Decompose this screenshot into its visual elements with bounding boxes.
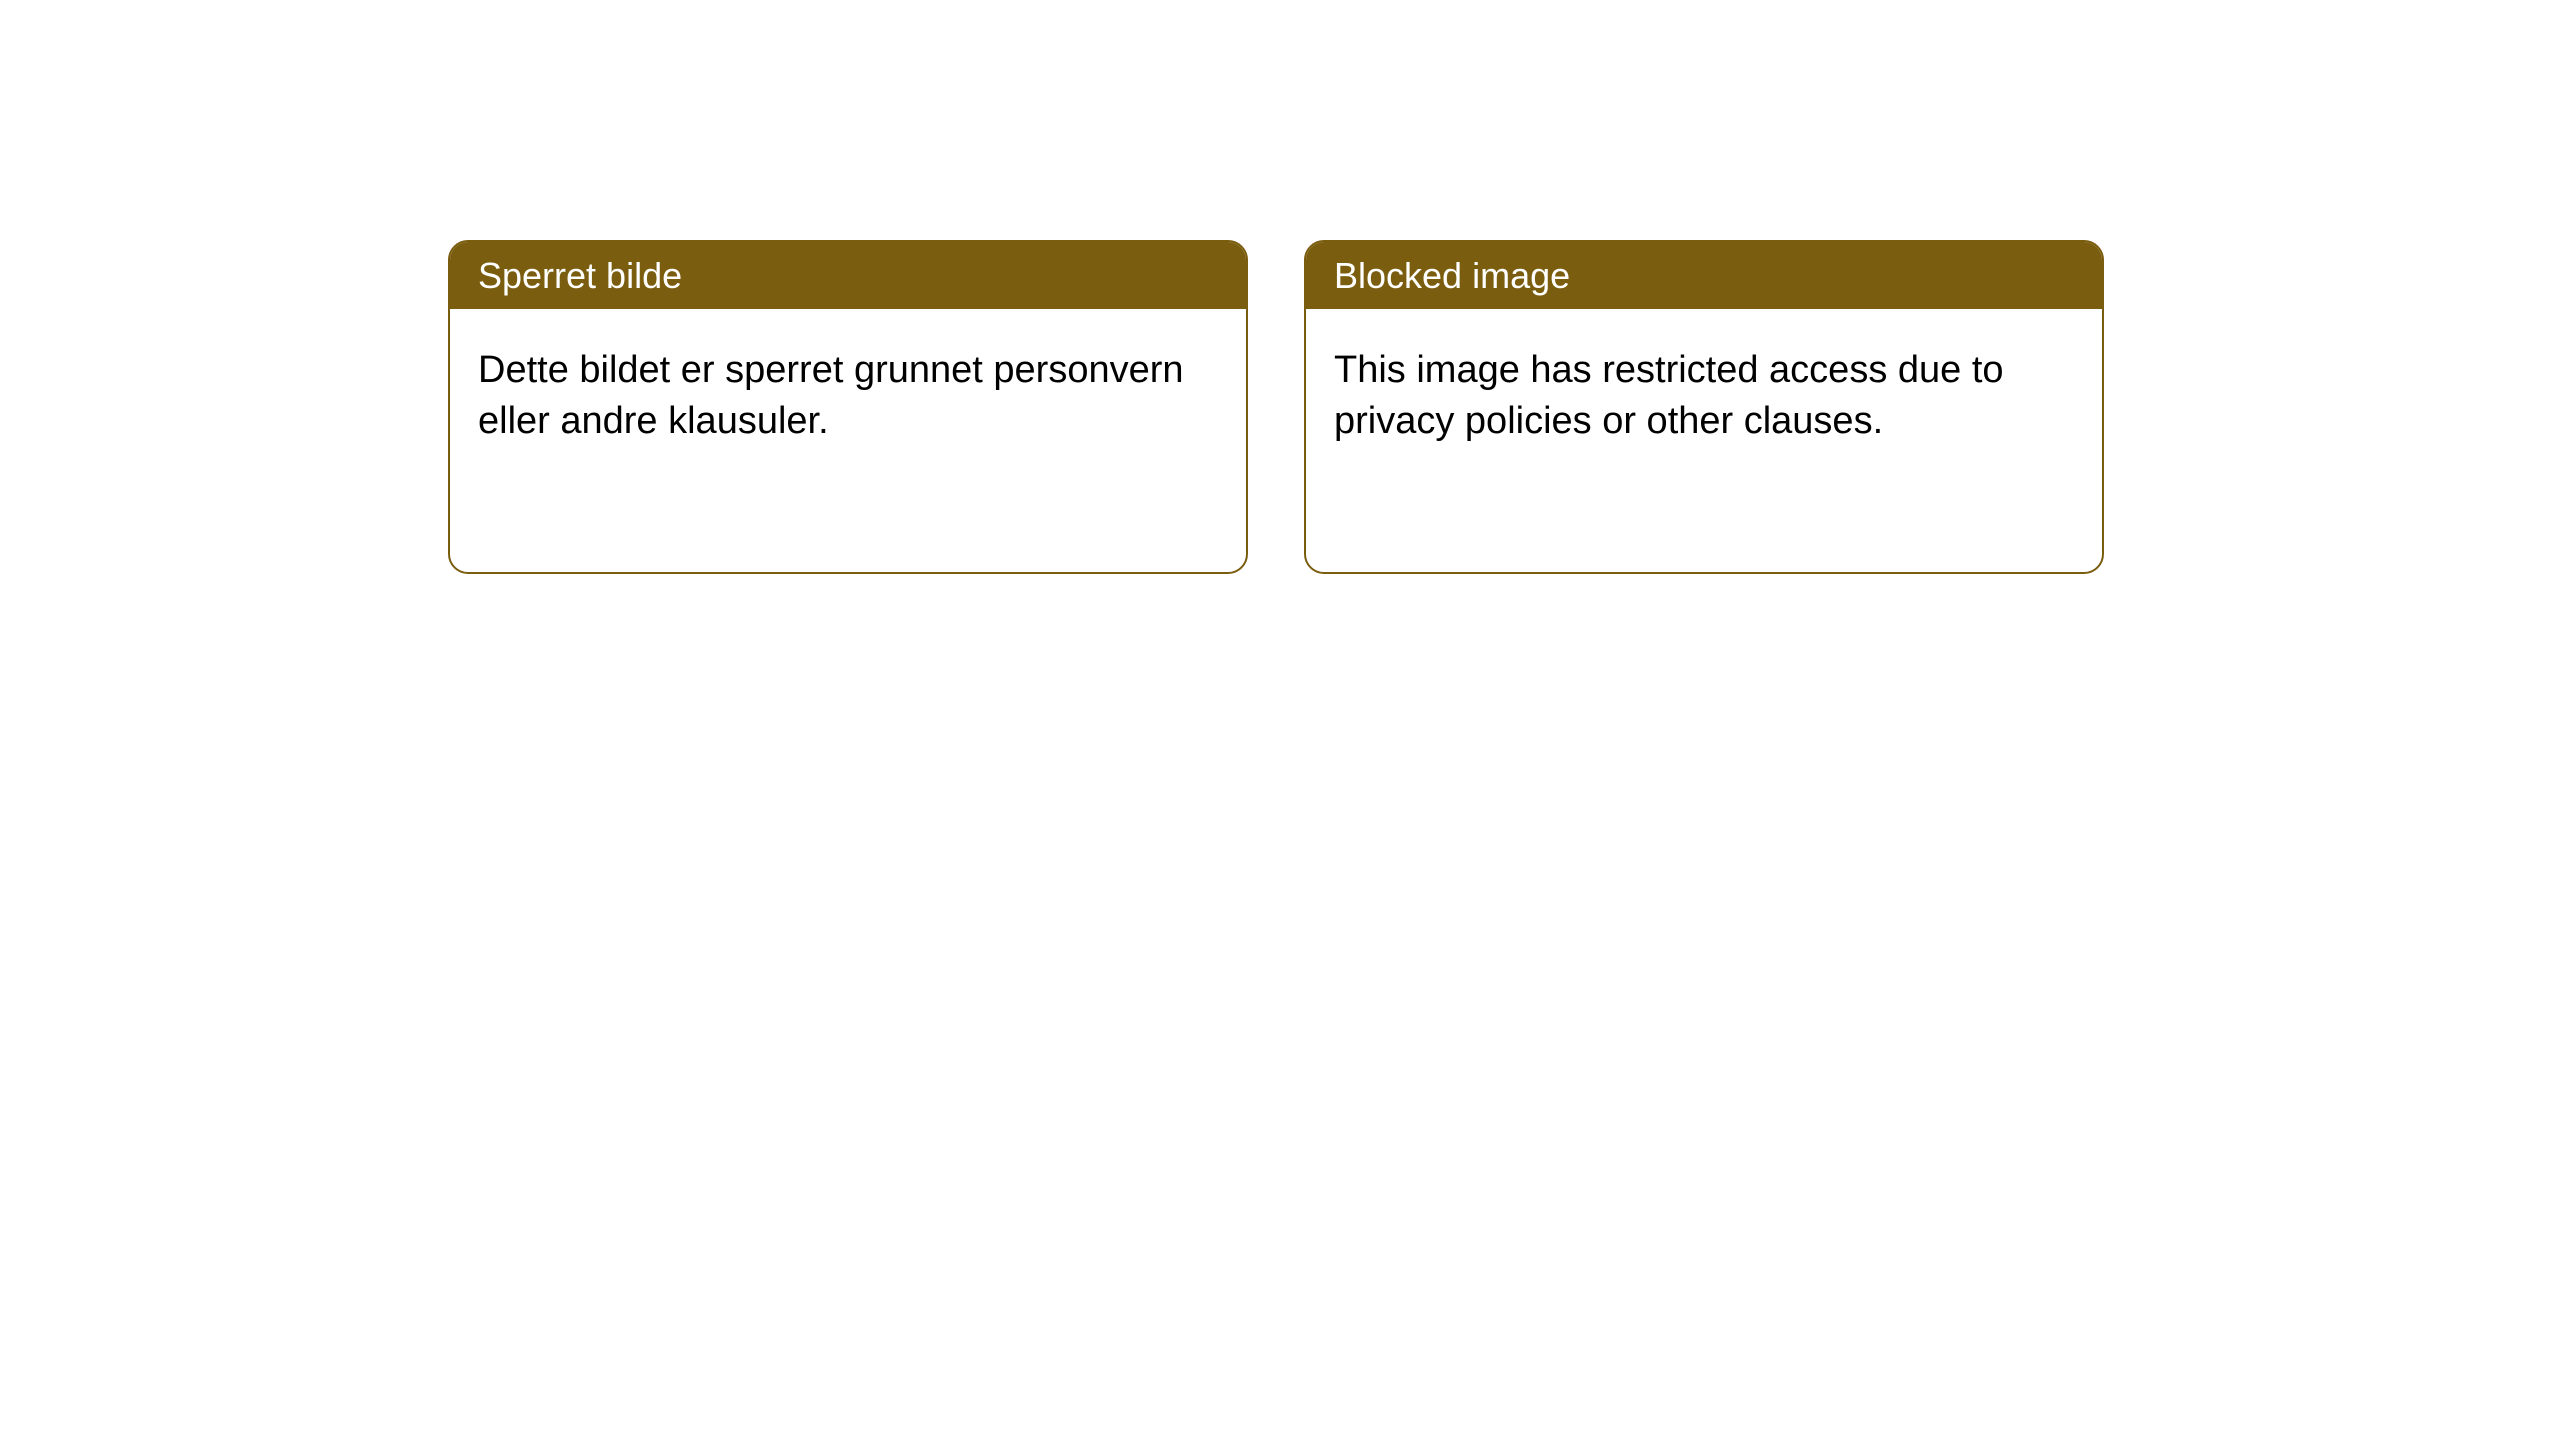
notice-header: Blocked image [1306,242,2102,309]
notice-card-norwegian: Sperret bilde Dette bildet er sperret gr… [448,240,1248,574]
notice-card-english: Blocked image This image has restricted … [1304,240,2104,574]
notice-title: Blocked image [1334,255,1570,296]
notice-container: Sperret bilde Dette bildet er sperret gr… [0,0,2560,574]
notice-body: Dette bildet er sperret grunnet personve… [450,309,1246,484]
notice-body: This image has restricted access due to … [1306,309,2102,484]
notice-body-text: Dette bildet er sperret grunnet personve… [478,349,1184,442]
notice-title: Sperret bilde [478,255,682,296]
notice-header: Sperret bilde [450,242,1246,309]
notice-body-text: This image has restricted access due to … [1334,349,2004,442]
